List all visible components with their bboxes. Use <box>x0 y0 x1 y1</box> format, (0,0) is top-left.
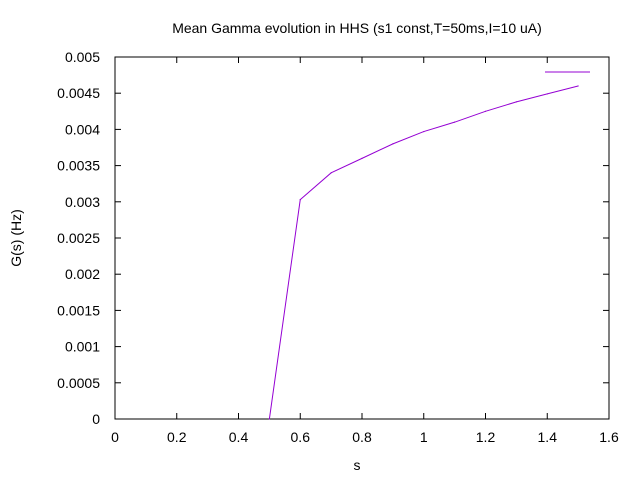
data-point <box>423 130 425 133</box>
x-tick-label: 1.4 <box>538 429 558 445</box>
series-line <box>268 85 579 420</box>
data-point <box>299 199 301 201</box>
axis-ticks <box>114 56 610 420</box>
data-point <box>454 121 456 123</box>
plot-frame <box>114 56 610 420</box>
y-tick-label: 0.0035 <box>57 158 100 174</box>
data-point <box>361 157 363 159</box>
y-tick-label: 0.004 <box>65 121 100 137</box>
x-tick-label: 0.8 <box>352 429 372 445</box>
x-tick-label: 0 <box>111 429 119 445</box>
x-tick-label: 0.2 <box>167 429 187 445</box>
x-tick-label: 0.6 <box>291 429 311 445</box>
x-tick-label: 1.2 <box>476 429 496 445</box>
y-tick-label: 0.001 <box>65 339 100 355</box>
data-point <box>546 93 548 95</box>
y-tick-label: 0.003 <box>65 194 100 210</box>
y-tick-label: 0.0025 <box>57 230 100 246</box>
chart-title: Mean Gamma evolution in HHS (s1 const,T=… <box>172 20 542 36</box>
axis-tick-labels: 0 0.2 0.4 0.6 0.8 1 1.2 1.4 1.6 0 0.0005 0.001 0.001… <box>57 49 619 445</box>
y-tick-label: 0.0045 <box>57 85 100 101</box>
y-tick-label: 0 <box>92 411 100 427</box>
data-point <box>577 85 579 87</box>
y-axis-label: G(s) (Hz) <box>8 209 24 267</box>
y-tick-label: 0.005 <box>65 49 100 65</box>
series-layer <box>268 85 579 420</box>
x-axis-label: s <box>354 457 361 473</box>
y-tick-label: 0.002 <box>65 266 100 282</box>
data-point <box>268 418 270 420</box>
x-tick-label: 1.6 <box>599 429 619 445</box>
data-point <box>484 110 487 112</box>
x-tick-label: 1 <box>420 429 428 445</box>
data-point <box>392 143 394 145</box>
x-tick-label: 0.4 <box>229 429 249 445</box>
y-tick-label: 0.0015 <box>57 302 100 318</box>
data-point <box>330 172 332 174</box>
y-tick-label: 0.0005 <box>57 375 100 391</box>
data-point <box>515 101 517 103</box>
